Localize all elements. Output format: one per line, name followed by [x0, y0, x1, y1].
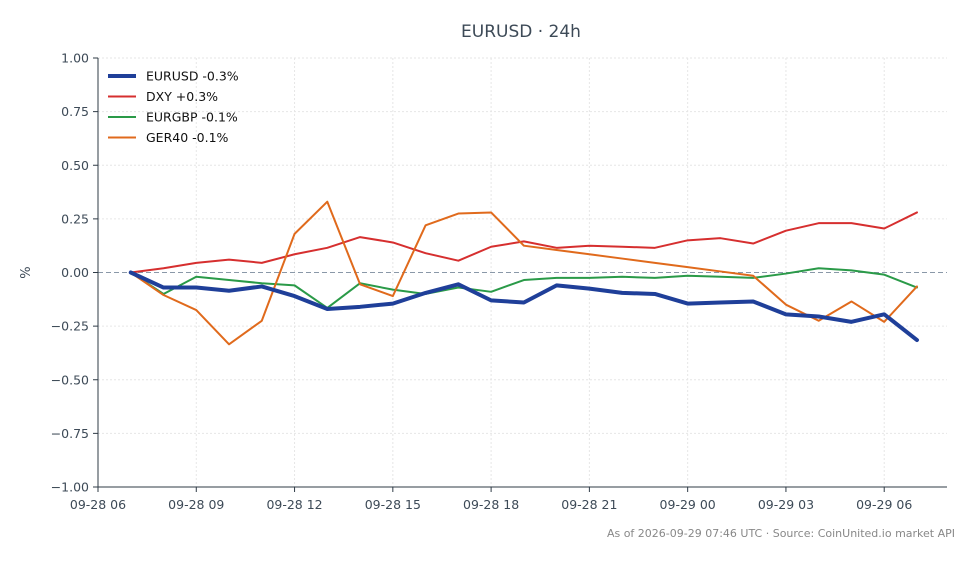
y-tick-label: −1.00 — [51, 480, 89, 495]
y-axis-ticks: −1.00 −0.75 −0.50 −0.25 0.00 0.25 0.50 0.75 1.00 — [51, 51, 98, 495]
x-tick-label: 09-29 03 — [758, 497, 814, 512]
y-tick-label: −0.25 — [51, 319, 89, 334]
legend-label: DXY +0.3% — [146, 89, 218, 104]
series-line-0 — [128, 270, 919, 343]
x-axis-ticks: 09-28 06 09-28 09 09-28 12 09-28 15 09-28 18… — [70, 487, 912, 512]
series-line-3 — [129, 200, 918, 346]
x-tick-label: 09-29 06 — [856, 497, 912, 512]
x-tick-label: 09-28 21 — [561, 497, 617, 512]
legend-label: GER40 -0.1% — [146, 130, 229, 145]
y-tick-label: 0.00 — [61, 265, 89, 280]
x-tick-label: 09-28 06 — [70, 497, 126, 512]
y-tick-label: 0.50 — [61, 158, 89, 173]
x-tick-label: 09-28 09 — [168, 497, 224, 512]
chart-title: EURUSD · 24h — [461, 22, 581, 42]
legend-label: EURGBP -0.1% — [146, 110, 238, 125]
y-tick-label: 0.25 — [61, 211, 89, 226]
x-tick-label: 09-28 18 — [463, 497, 519, 512]
legend-label: EURUSD -0.3% — [146, 69, 239, 84]
x-tick-label: 09-29 00 — [660, 497, 716, 512]
y-axis-label: % — [19, 266, 34, 278]
series-lines — [128, 200, 919, 346]
y-tick-label: −0.75 — [51, 426, 89, 441]
y-tick-label: 1.00 — [61, 51, 89, 66]
source-footer: As of 2026-09-29 07:46 UTC · Source: Coi… — [607, 527, 955, 540]
series-line-1 — [129, 211, 918, 274]
y-tick-label: 0.75 — [61, 104, 89, 119]
series-line-2 — [129, 267, 918, 309]
x-tick-label: 09-28 15 — [365, 497, 421, 512]
x-tick-label: 09-28 12 — [266, 497, 322, 512]
y-tick-label: −0.50 — [51, 372, 89, 387]
legend: EURUSD -0.3% DXY +0.3% EURGBP -0.1% GER40 -… — [108, 69, 239, 145]
